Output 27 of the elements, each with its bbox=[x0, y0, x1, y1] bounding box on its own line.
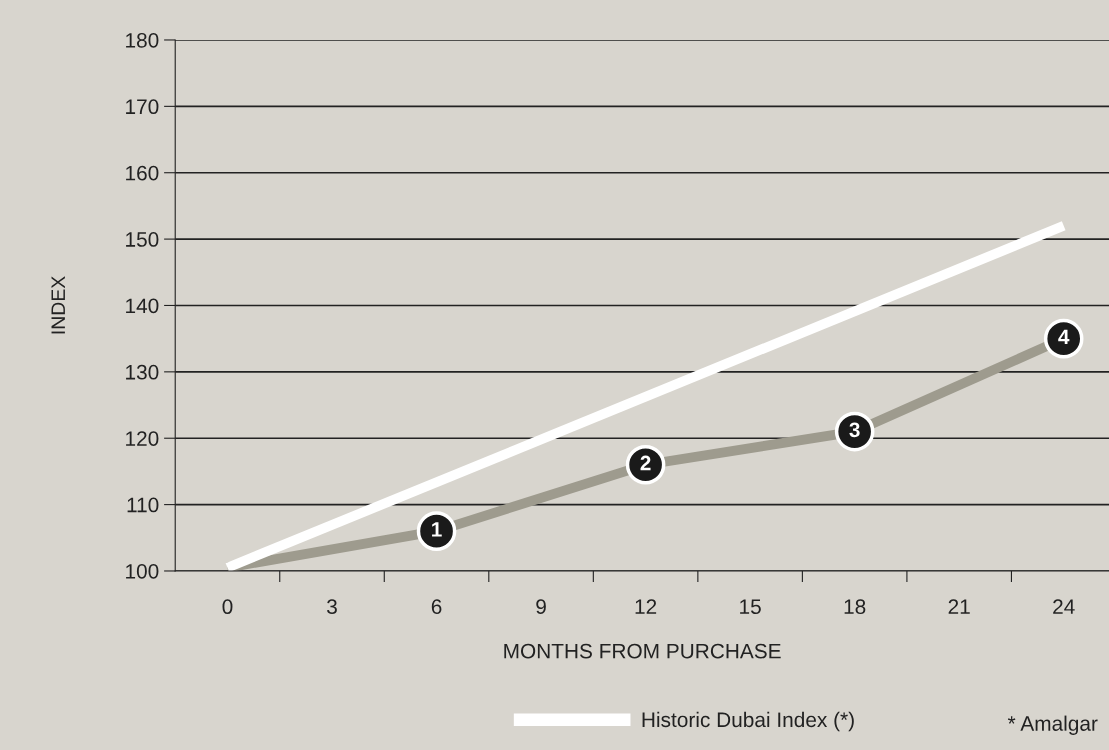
y-tick-label: 180 bbox=[126, 32, 159, 48]
y-tick-label: 160 bbox=[126, 165, 159, 181]
y-tick-label: 130 bbox=[126, 364, 159, 380]
x-tick-label: 9 bbox=[536, 599, 546, 615]
x-tick-label: 15 bbox=[740, 599, 761, 615]
x-tick-label: 6 bbox=[431, 599, 442, 615]
point bbox=[416, 511, 457, 551]
y-tick-label: 150 bbox=[126, 232, 159, 247]
x-tick-label: 24 bbox=[1053, 599, 1075, 614]
annotation: 2 bbox=[640, 455, 651, 471]
x-tick-label: 18 bbox=[844, 599, 866, 615]
text: Historic Dubai Index (*) bbox=[642, 711, 854, 732]
y-tick-label: 120 bbox=[126, 431, 159, 446]
annotation: 4 bbox=[1058, 329, 1070, 345]
annotation: 3 bbox=[849, 422, 860, 438]
y-tick-label: 100 bbox=[126, 563, 159, 579]
x-tick-label: 0 bbox=[222, 599, 233, 615]
x-tick-label: 21 bbox=[948, 599, 970, 614]
y-tick-label: 170 bbox=[126, 99, 159, 115]
y-tick-label: 110 bbox=[127, 497, 159, 513]
x-axis-title: MONTHS FROM PURCHASE bbox=[504, 643, 781, 659]
x-tick-label: 12 bbox=[635, 599, 657, 614]
annotation: 1 bbox=[432, 522, 442, 537]
text: * Amalgar bbox=[1007, 715, 1098, 735]
y-tick-label: 140 bbox=[126, 298, 159, 314]
y-axis-title: INDEX bbox=[51, 276, 65, 334]
x-tick-label: 3 bbox=[327, 599, 337, 615]
